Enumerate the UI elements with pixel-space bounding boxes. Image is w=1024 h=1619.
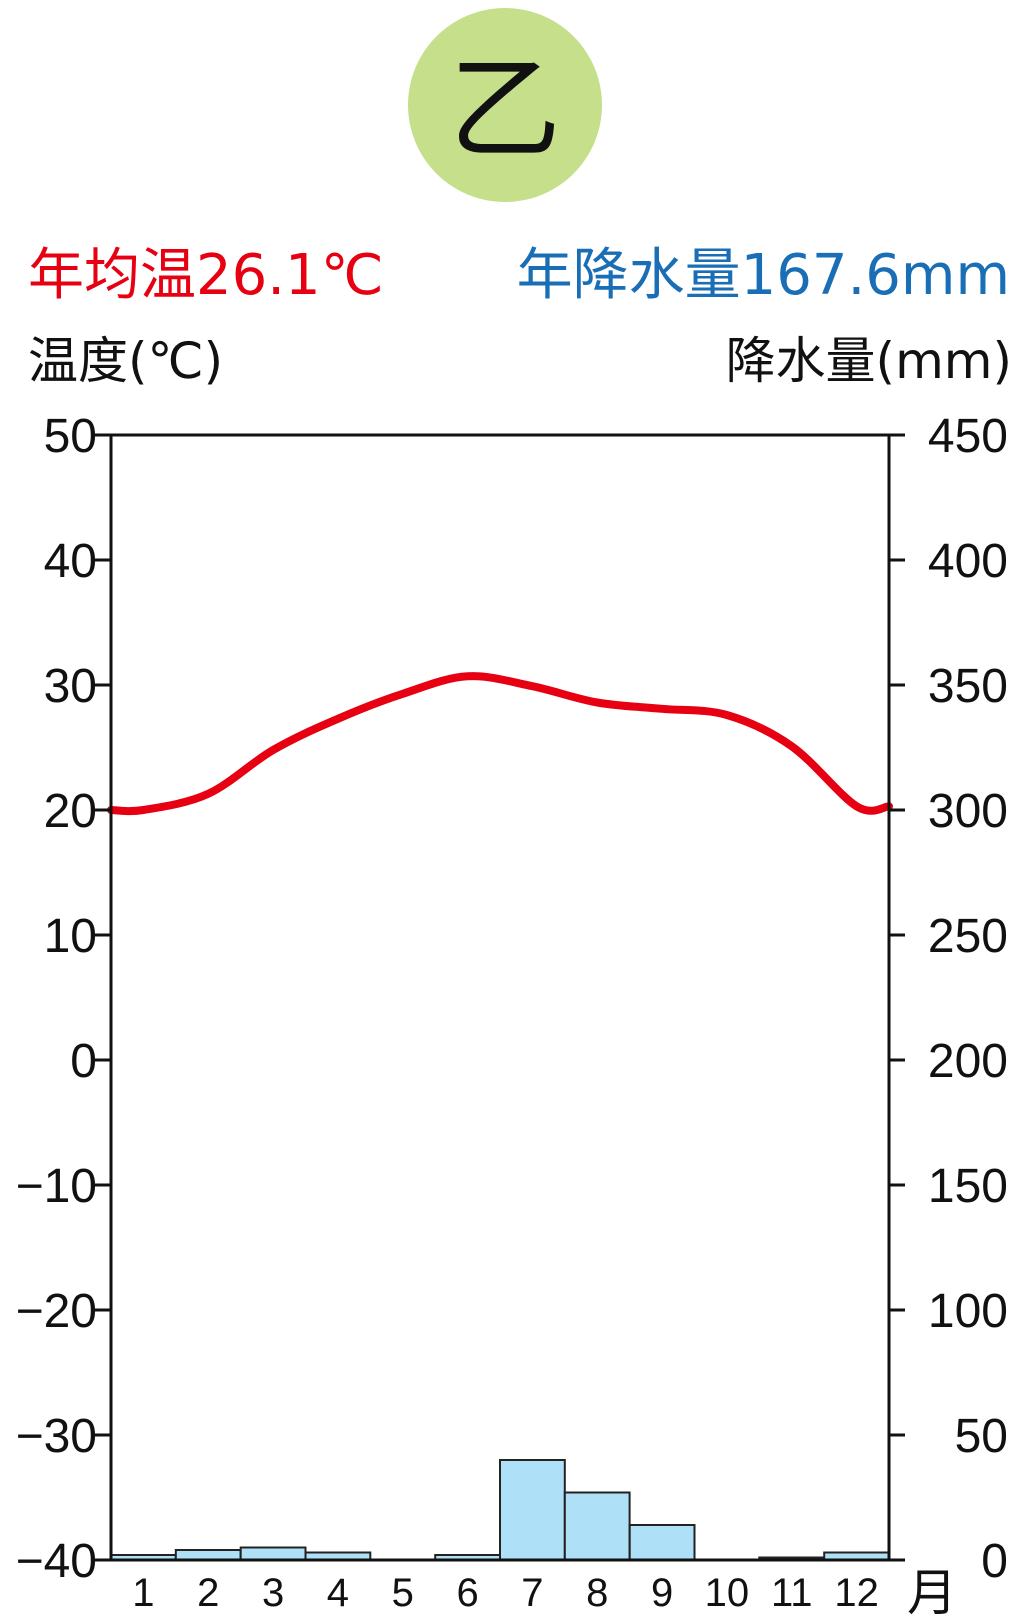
left-tick-label: 30 bbox=[44, 660, 97, 713]
left-tick-label: −40 bbox=[16, 1535, 97, 1588]
precipitation-bar bbox=[239, 1546, 307, 1561]
right-tick-label: 0 bbox=[981, 1535, 1008, 1588]
right-axis-title: 降水量(mm) bbox=[726, 332, 1012, 390]
left-axis-labels: 50 40 30 20 10 0 −10 −20 −30 −40 bbox=[16, 410, 97, 1588]
badge-circle bbox=[408, 8, 602, 202]
month-label: 6 bbox=[456, 1571, 478, 1615]
month-labels: 1 2 3 4 5 6 7 8 9 10 11 12 bbox=[132, 1571, 879, 1615]
annual-temperature-label: 年均温26.1℃ bbox=[28, 243, 384, 308]
precipitation-bar bbox=[499, 1459, 566, 1561]
left-tick-label: 20 bbox=[44, 785, 97, 838]
right-tick-label: 100 bbox=[928, 1285, 1008, 1338]
right-tick-label: 400 bbox=[928, 535, 1008, 588]
left-tick-label: −20 bbox=[16, 1285, 97, 1338]
right-tick-label: 250 bbox=[928, 910, 1008, 963]
temperature-line bbox=[107, 672, 893, 816]
month-label: 11 bbox=[771, 1571, 813, 1615]
right-tick-label: 350 bbox=[928, 660, 1008, 713]
month-label: 3 bbox=[262, 1571, 284, 1615]
right-tick-label: 50 bbox=[955, 1410, 1008, 1463]
right-tick-label: 200 bbox=[928, 1035, 1008, 1088]
right-tick-label: 300 bbox=[928, 785, 1008, 838]
left-tick-label: 0 bbox=[70, 1035, 97, 1088]
month-label: 8 bbox=[586, 1571, 608, 1615]
right-axis-labels: 450 400 350 300 250 200 150 100 50 0 bbox=[928, 410, 1008, 1588]
precipitation-bars bbox=[110, 1459, 891, 1561]
month-label: 4 bbox=[327, 1571, 349, 1615]
left-tick-label: −30 bbox=[16, 1410, 97, 1463]
left-axis-title: 温度(℃) bbox=[28, 332, 223, 390]
annual-precipitation-label: 年降水量167.6mm bbox=[517, 243, 1010, 308]
left-tick-label: −10 bbox=[16, 1160, 97, 1213]
right-axis-ticks bbox=[889, 433, 905, 1562]
badge-label: 乙 bbox=[449, 45, 561, 175]
precipitation-bar bbox=[628, 1524, 696, 1561]
plot-frame bbox=[109, 433, 891, 1562]
month-label: 7 bbox=[521, 1571, 543, 1615]
month-label: 12 bbox=[834, 1571, 879, 1615]
left-axis-ticks bbox=[95, 433, 111, 1562]
right-tick-label: 150 bbox=[928, 1160, 1008, 1213]
month-label: 5 bbox=[392, 1571, 414, 1615]
month-label: 1 bbox=[132, 1571, 154, 1615]
month-label: 2 bbox=[197, 1571, 219, 1615]
month-label: 9 bbox=[651, 1571, 673, 1615]
precipitation-bar bbox=[563, 1491, 631, 1561]
month-label: 10 bbox=[705, 1571, 750, 1615]
right-tick-label: 450 bbox=[928, 410, 1008, 463]
badge: 乙 bbox=[408, 8, 602, 202]
left-tick-label: 40 bbox=[44, 535, 97, 588]
left-tick-label: 50 bbox=[44, 410, 97, 463]
left-tick-label: 10 bbox=[44, 910, 97, 963]
x-axis-unit: 月 bbox=[907, 1564, 957, 1619]
